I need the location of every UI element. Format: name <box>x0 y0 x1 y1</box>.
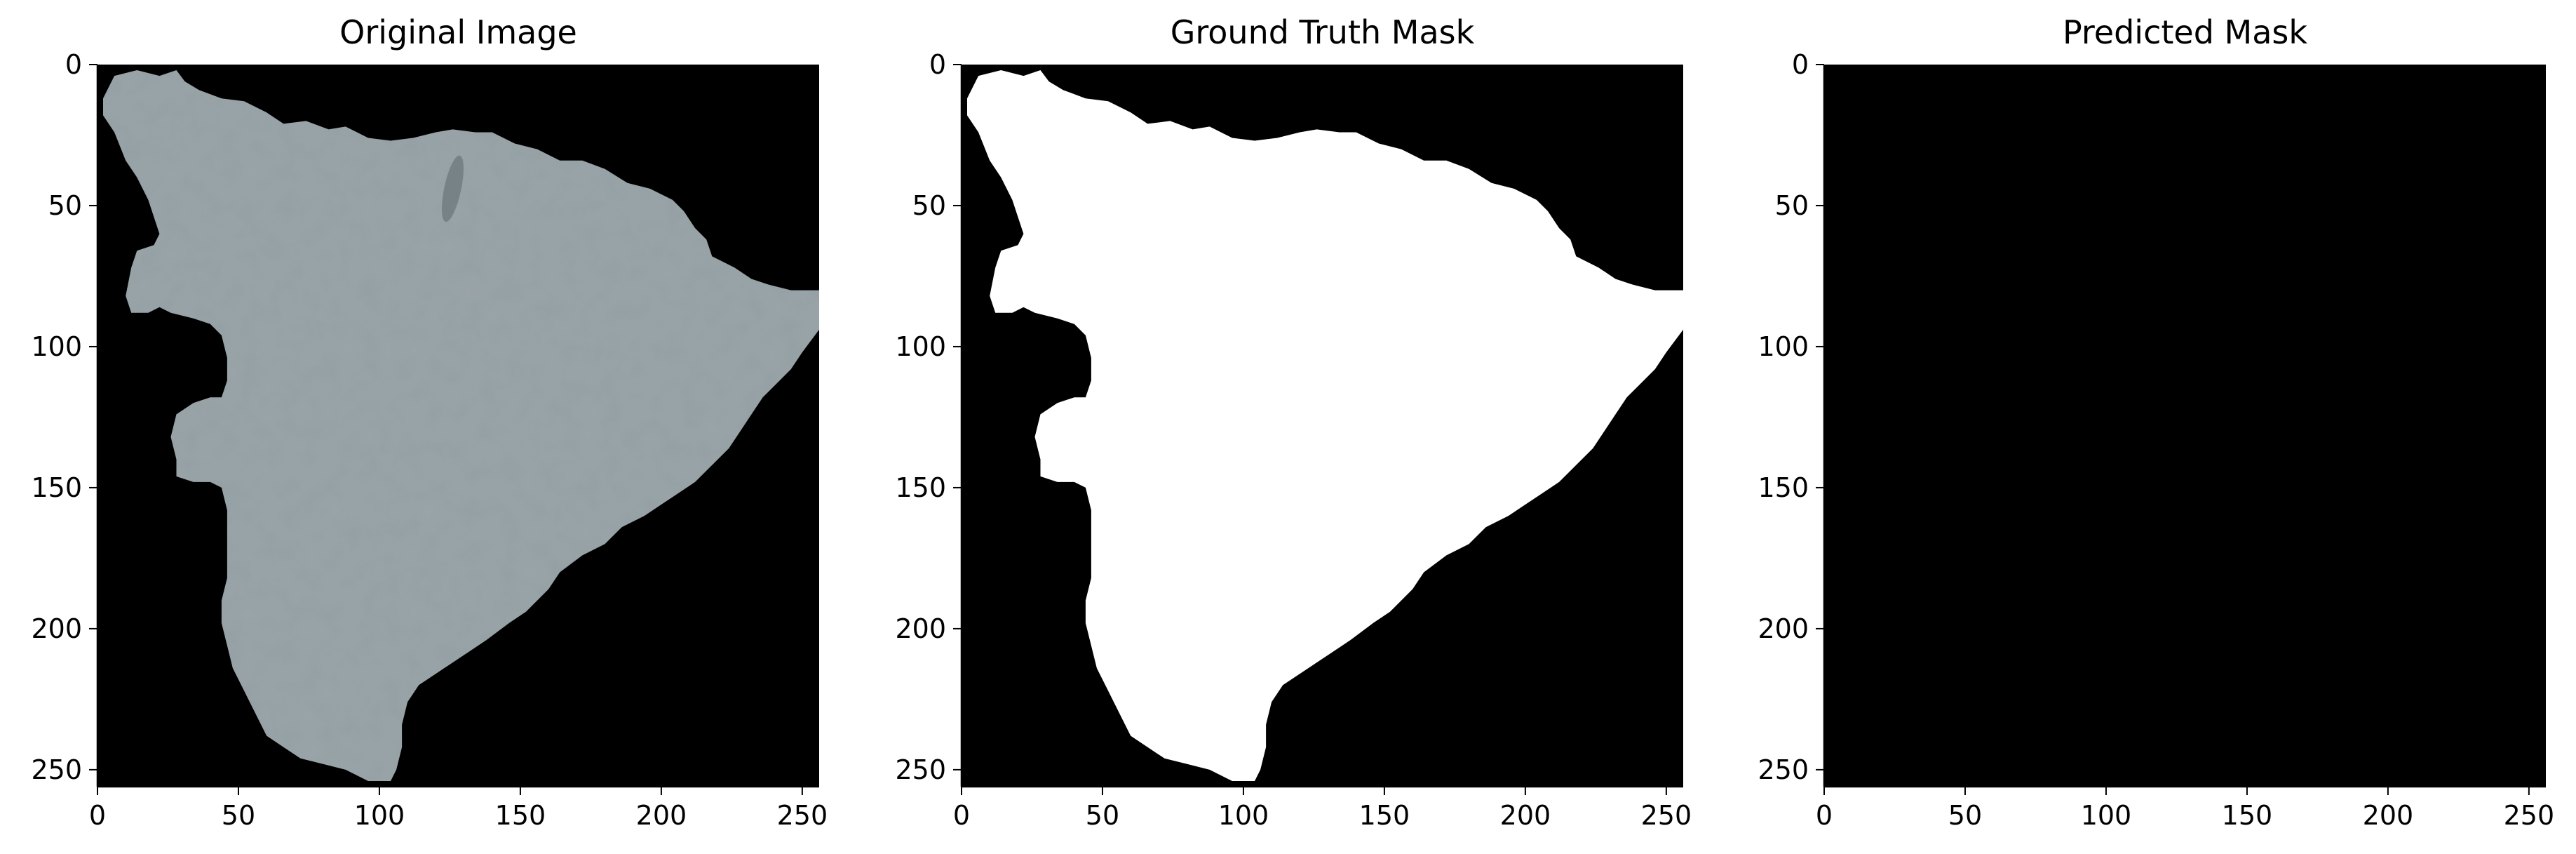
panel-original: Original Image 0 0 50 50 100 100 150 150 200 200 25… <box>31 13 828 831</box>
y-tick-label: 250 <box>895 754 946 785</box>
x-tick-label: 0 <box>953 800 970 831</box>
y-tick-label: 0 <box>1792 49 1809 80</box>
panel-ground-truth: Ground Truth Mask 0 0 50 50 100 100 150 150 200 20… <box>895 13 1692 831</box>
y-tick-label: 250 <box>31 754 82 785</box>
x-tick-label: 0 <box>1816 800 1833 831</box>
tissue-region <box>103 70 819 781</box>
y-tick-label: 0 <box>65 49 82 80</box>
mask-region <box>967 70 1683 781</box>
y-tick-label: 100 <box>31 331 82 362</box>
x-tick-label: 150 <box>2222 800 2273 831</box>
y-tick-label: 150 <box>1758 472 1809 503</box>
panel-title: Predicted Mask <box>2063 13 2307 51</box>
y-tick-label: 150 <box>31 472 82 503</box>
y-tick-label: 0 <box>929 49 946 80</box>
panel-predicted: Predicted Mask 0 0 50 50 100 100 150 150 200 200 25… <box>1758 13 2554 831</box>
x-tick-label: 100 <box>354 800 405 831</box>
y-tick-label: 50 <box>48 190 82 221</box>
x-tick-label: 200 <box>2363 800 2414 831</box>
x-tick-label: 100 <box>1218 800 1269 831</box>
x-tick-label: 0 <box>89 800 106 831</box>
x-tick-label: 250 <box>777 800 828 831</box>
y-tick-label: 100 <box>1758 331 1809 362</box>
x-tick-label: 200 <box>1500 800 1551 831</box>
x-tick-label: 200 <box>636 800 687 831</box>
y-tick-label: 200 <box>31 613 82 644</box>
y-tick-label: 50 <box>912 190 946 221</box>
x-tick-label: 50 <box>1086 800 1119 831</box>
panel-title: Original Image <box>339 13 577 51</box>
x-tick-label: 250 <box>2504 800 2555 831</box>
y-tick-label: 200 <box>1758 613 1809 644</box>
panel-title: Ground Truth Mask <box>1171 13 1475 51</box>
x-tick-label: 150 <box>495 800 546 831</box>
y-tick-label: 250 <box>1758 754 1809 785</box>
y-tick-label: 100 <box>895 331 946 362</box>
dark-streak <box>441 155 464 222</box>
y-tick-label: 150 <box>895 472 946 503</box>
y-tick-label: 200 <box>895 613 946 644</box>
x-tick-label: 150 <box>1359 800 1410 831</box>
x-tick-label: 50 <box>1948 800 1982 831</box>
x-tick-label: 250 <box>1641 800 1692 831</box>
x-tick-label: 100 <box>2081 800 2132 831</box>
y-tick-label: 50 <box>1775 190 1809 221</box>
image-background <box>1824 65 2546 787</box>
x-tick-label: 50 <box>222 800 255 831</box>
